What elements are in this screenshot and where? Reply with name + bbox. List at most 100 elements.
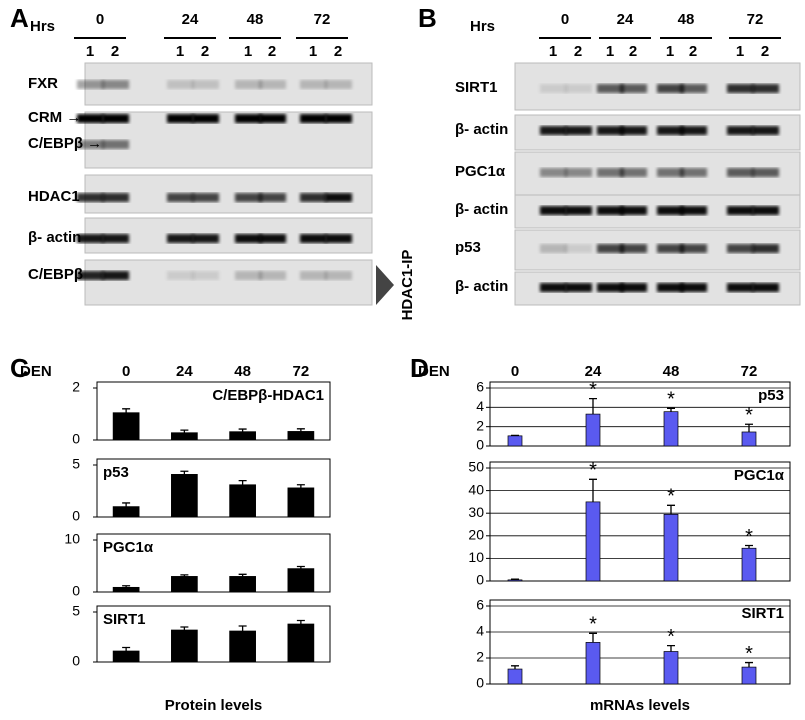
x-tick-label: 48: [663, 363, 680, 380]
bar: [663, 513, 679, 582]
band: [192, 193, 219, 202]
time-label: 72: [314, 11, 331, 28]
y-tick-label: 30: [468, 504, 484, 520]
band: [192, 114, 219, 123]
band: [77, 80, 104, 89]
y-tick-label: 5: [72, 603, 80, 619]
x-tick-label: 24: [585, 363, 602, 380]
band: [235, 80, 262, 89]
band: [727, 168, 754, 177]
band: [657, 206, 684, 215]
band: [102, 193, 129, 202]
error-bar: [745, 423, 753, 432]
chart-title: SIRT1: [741, 605, 784, 622]
error-bar: [180, 429, 189, 433]
row-label: PGC1α: [455, 163, 506, 180]
row-label: β- actin: [455, 121, 508, 138]
row-label: C/EBPβ: [28, 266, 83, 283]
error-bar: [122, 585, 131, 588]
row-label: β- actin: [455, 201, 508, 218]
band: [620, 126, 647, 135]
band: [77, 193, 104, 202]
lane-label: 2: [111, 43, 119, 60]
error-bar: [589, 478, 597, 502]
band: [300, 271, 327, 280]
band: [235, 271, 262, 280]
bar: [171, 474, 198, 518]
band: [657, 283, 684, 292]
band: [680, 283, 707, 292]
band: [565, 84, 592, 93]
band: [259, 114, 286, 123]
y-tick-label: 0: [476, 675, 484, 691]
significance: *: [745, 643, 753, 665]
bar: [229, 576, 256, 593]
band: [565, 126, 592, 135]
lane-label: 1: [666, 43, 674, 60]
band: [752, 283, 779, 292]
bar: [663, 651, 679, 685]
y-tick-label: 2: [72, 379, 80, 395]
y-tick-label: 50: [468, 459, 484, 475]
error-bar: [296, 428, 305, 432]
band: [77, 114, 104, 123]
y-tick-label: 0: [72, 431, 80, 447]
band: [300, 114, 327, 123]
band: [102, 234, 129, 243]
bar: [507, 668, 523, 685]
row-label: CRM →: [28, 109, 81, 126]
band: [102, 114, 129, 123]
bar: [585, 642, 601, 685]
chart-title: SIRT1: [103, 611, 146, 628]
band: [300, 80, 327, 89]
bar: [741, 431, 757, 447]
band: [167, 193, 194, 202]
lane-label: 2: [629, 43, 637, 60]
band: [325, 271, 352, 280]
lane-label: 1: [309, 43, 317, 60]
y-tick-label: 2: [476, 649, 484, 665]
chart-title: PGC1α: [103, 539, 154, 556]
band: [325, 193, 352, 202]
band: [727, 126, 754, 135]
band: [620, 168, 647, 177]
band: [597, 168, 624, 177]
error-bar: [180, 626, 189, 630]
bar: [663, 411, 679, 447]
band: [300, 193, 327, 202]
band: [752, 84, 779, 93]
error-bar: [238, 479, 247, 485]
lane-label: 1: [606, 43, 614, 60]
panel-letter: C: [10, 353, 29, 383]
bar: [171, 432, 198, 441]
time-label: 24: [182, 11, 199, 28]
lane-label: 1: [86, 43, 94, 60]
bar: [112, 650, 140, 663]
error-bar: [589, 632, 597, 643]
lane-label: 1: [176, 43, 184, 60]
error-bar: [122, 646, 131, 651]
band: [77, 271, 104, 280]
error-bar: [296, 484, 305, 488]
panel-letter: D: [410, 353, 429, 383]
error-bar: [745, 544, 753, 549]
lane-label: 2: [334, 43, 342, 60]
panel-letter: A: [10, 3, 29, 33]
error-bar: [238, 428, 247, 432]
time-label: 0: [96, 11, 104, 28]
band: [167, 234, 194, 243]
band: [235, 114, 262, 123]
chart-title: p53: [758, 387, 784, 404]
ip-label: HDAC1-IP: [399, 250, 416, 321]
x-tick-label: 0: [122, 363, 130, 380]
band: [102, 80, 129, 89]
y-tick-label: 10: [468, 549, 484, 565]
error-bar: [667, 504, 675, 515]
lane-label: 2: [201, 43, 209, 60]
y-tick-label: 4: [476, 398, 484, 414]
significance: *: [589, 614, 597, 636]
band: [620, 206, 647, 215]
x-axis-label: mRNAs levels: [590, 697, 690, 714]
band: [680, 126, 707, 135]
